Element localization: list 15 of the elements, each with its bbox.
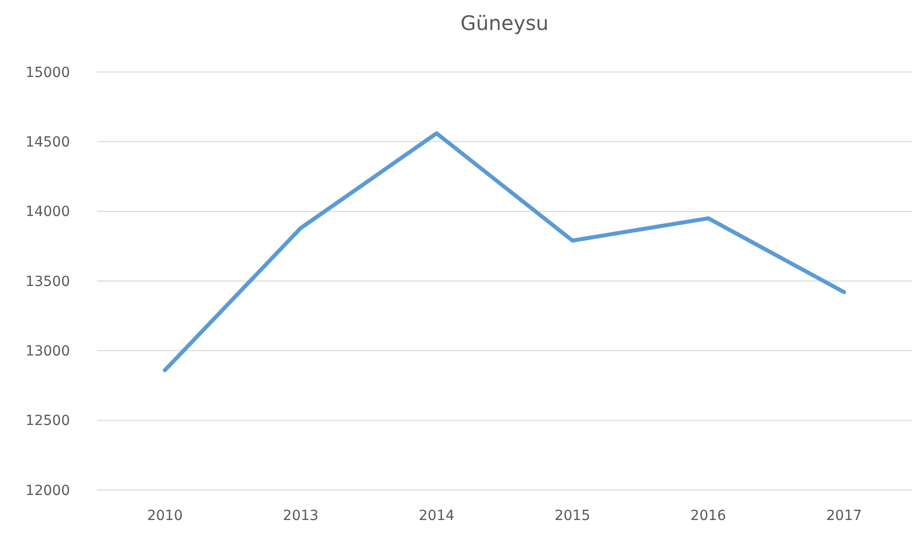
y-tick-label: 13000 — [25, 344, 70, 360]
y-tick-label: 14500 — [25, 134, 70, 151]
y-tick-label: 15000 — [25, 64, 70, 81]
x-tick-label: 2016 — [690, 508, 726, 524]
y-tick-label: 12500 — [25, 413, 70, 430]
y-tick-label: 13500 — [25, 274, 70, 290]
x-tick-label: 2010 — [147, 508, 183, 524]
y-tick-label: 14000 — [25, 204, 70, 220]
x-tick-label: 2014 — [418, 508, 454, 524]
line-series — [162, 131, 846, 372]
y-tick-label: 12000 — [25, 482, 70, 499]
x-tick-label: 2013 — [282, 508, 319, 524]
x-tick-label: 2017 — [826, 508, 862, 524]
chart-title: Güneysu — [460, 11, 549, 35]
x-tick-label: 2015 — [554, 508, 590, 524]
